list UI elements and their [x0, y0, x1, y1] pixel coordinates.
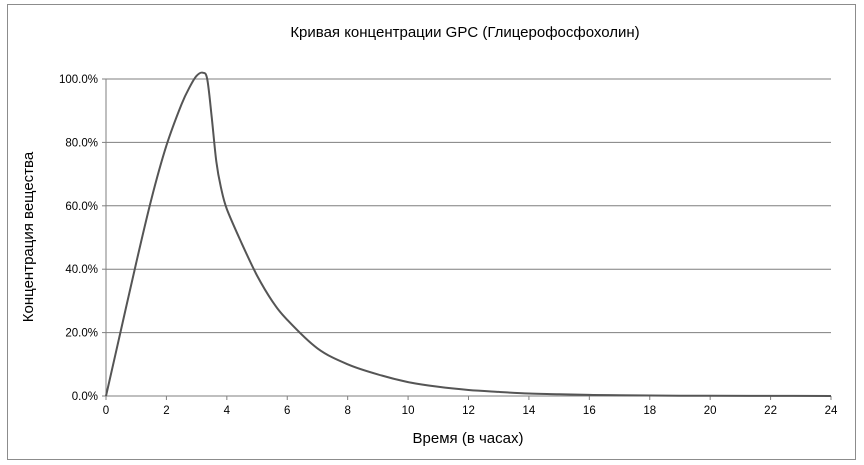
x-tick-label: 10 — [402, 405, 415, 417]
y-tick-label: 40.0% — [65, 264, 98, 276]
chart-frame — [7, 4, 856, 460]
y-axis-label: Концентрация вещества — [20, 151, 37, 322]
x-tick-label: 8 — [344, 405, 350, 417]
x-tick-labels: 0 2 4 6 8 10 12 14 16 18 20 22 24 — [103, 405, 838, 417]
x-tick-label: 16 — [583, 405, 596, 417]
x-tick-label: 2 — [163, 405, 169, 417]
x-axis-label: Время (в часах) — [413, 430, 524, 447]
x-tick-label: 6 — [284, 405, 290, 417]
x-tick-label: 0 — [103, 405, 109, 417]
x-tick-label: 18 — [643, 405, 656, 417]
grid-lines — [106, 78, 831, 334]
y-tick-label: 0.0% — [72, 391, 98, 403]
y-tick-labels: 0.0% 20.0% 40.0% 60.0% 80.0% 100.0% — [59, 74, 98, 403]
axes — [102, 78, 832, 400]
y-tick-label: 80.0% — [65, 137, 98, 149]
x-tick-label: 22 — [764, 405, 777, 417]
chart-title: Кривая концентрации GPC (Глицерофосфохол… — [290, 24, 639, 41]
x-tick-label: 20 — [704, 405, 717, 417]
y-tick-label: 20.0% — [65, 328, 98, 340]
y-tick-label: 100.0% — [59, 74, 98, 86]
series-line — [105, 71, 832, 397]
x-tick-label: 12 — [462, 405, 475, 417]
y-tick-label: 60.0% — [65, 201, 98, 213]
x-tick-label: 24 — [825, 405, 838, 417]
x-tick-label: 14 — [523, 405, 536, 417]
x-tick-label: 4 — [224, 405, 231, 417]
